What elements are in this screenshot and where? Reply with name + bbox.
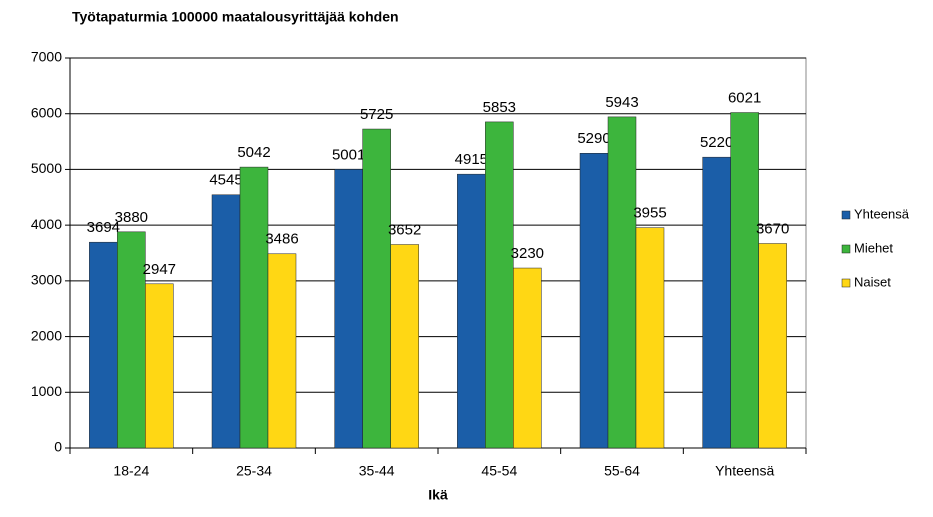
legend-swatch: [841, 244, 851, 254]
x-tick-label: Yhteensä: [715, 463, 774, 479]
bar: [579, 153, 609, 449]
legend-label: Yhteensä: [854, 206, 910, 221]
bar: [730, 112, 759, 449]
legend-swatch: [841, 278, 851, 288]
data-label: 5220: [700, 134, 733, 151]
data-label: 4545: [209, 172, 242, 189]
bar: [211, 194, 241, 449]
data-label: 3955: [633, 205, 666, 222]
data-label: 5943: [605, 94, 638, 111]
x-tick-label: 25-34: [236, 463, 272, 479]
bar: [362, 128, 391, 449]
bar: [390, 244, 419, 449]
data-label: 2947: [143, 261, 176, 278]
chart-title: Työtapaturmia 100000 maatalousyrittäjää …: [72, 9, 399, 25]
legend-label: Naiset: [854, 274, 891, 289]
data-label: 3230: [511, 245, 544, 262]
bar: [334, 169, 363, 449]
bar: [513, 267, 542, 449]
x-tick-label: 35-44: [359, 463, 395, 479]
y-tick-label: 7000: [31, 49, 62, 65]
data-label: 5290: [577, 130, 610, 147]
x-tick-label: 18-24: [113, 463, 149, 479]
y-tick-label: 3000: [31, 272, 62, 288]
y-tick-label: 2000: [31, 327, 62, 343]
bar: [117, 231, 146, 449]
y-tick-label: 0: [54, 439, 62, 455]
data-label: 3880: [115, 209, 148, 226]
bar: [702, 156, 731, 449]
bar: [607, 116, 637, 449]
data-label: 6021: [728, 90, 761, 107]
data-label: 3652: [388, 222, 421, 239]
plot-area: [69, 57, 807, 449]
bar: [457, 173, 486, 449]
data-label: 3486: [265, 231, 298, 248]
bar: [635, 227, 665, 449]
data-label: 5725: [360, 106, 393, 123]
bar: [145, 283, 174, 449]
bar: [239, 166, 269, 449]
data-label: 5001: [332, 146, 365, 163]
x-axis-title: Ikä: [428, 487, 448, 503]
y-tick-label: 5000: [31, 160, 62, 176]
bar: [267, 253, 297, 449]
data-label: 3694: [87, 219, 120, 236]
x-tick-label: 55-64: [604, 463, 640, 479]
bar: [89, 241, 118, 449]
data-label: 3670: [756, 220, 789, 237]
legend-label: Miehet: [854, 240, 893, 255]
legend-swatch: [841, 210, 851, 220]
x-tick-label: 45-54: [481, 463, 517, 479]
y-tick-label: 6000: [31, 104, 62, 120]
y-tick-label: 4000: [31, 216, 62, 232]
data-label: 5853: [483, 99, 516, 116]
bar: [485, 121, 514, 449]
data-label: 5042: [237, 144, 270, 161]
data-label: 4915: [455, 151, 488, 168]
y-tick-label: 1000: [31, 383, 62, 399]
bar: [758, 243, 787, 449]
